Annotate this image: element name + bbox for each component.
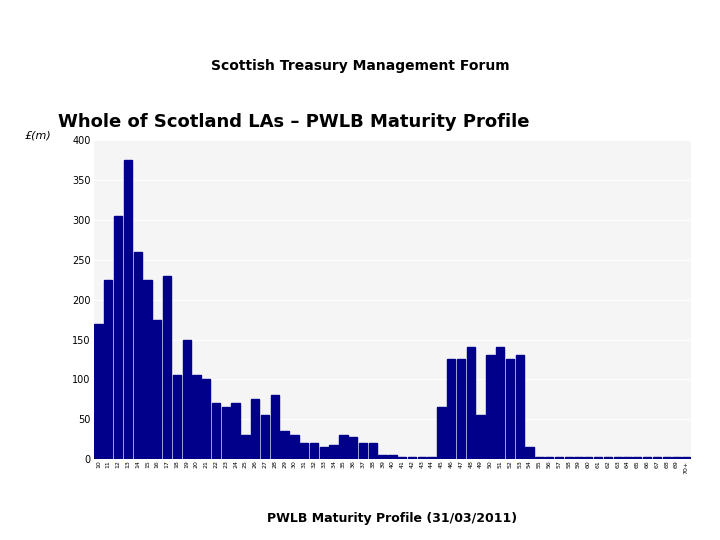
Bar [320,447,328,459]
Text: PWLB Maturity Profile (31/03/2011): PWLB Maturity Profile (31/03/2011) [267,512,518,525]
Bar [359,443,367,459]
Bar [310,443,318,459]
Bar [349,437,357,459]
Bar [339,435,348,459]
Bar [613,457,622,459]
Bar [163,276,171,459]
Bar [555,457,563,459]
Bar [222,407,230,459]
Text: Scottish Treasury Management Forum: Scottish Treasury Management Forum [211,59,509,73]
Bar [202,379,210,459]
Bar [182,340,191,459]
Bar [281,431,289,459]
Bar [477,415,485,459]
Bar [467,348,475,459]
Bar [604,457,612,459]
Bar [662,457,671,459]
Bar [535,457,544,459]
Bar [398,457,406,459]
Bar [124,160,132,459]
Bar [447,360,455,459]
Bar [505,360,514,459]
Bar [261,415,269,459]
Text: £(m): £(m) [25,130,52,140]
Bar [653,457,661,459]
Bar [516,355,524,459]
Bar [104,280,112,459]
Bar [564,457,573,459]
Bar [192,375,201,459]
Bar [271,395,279,459]
Bar [584,457,593,459]
Text: Whole of Scotland LAs – PWLB Maturity Profile: Whole of Scotland LAs – PWLB Maturity Pr… [58,113,529,131]
Bar [456,360,465,459]
Bar [330,444,338,459]
Bar [643,457,652,459]
Bar [232,403,240,459]
Bar [633,457,642,459]
Bar [388,455,397,459]
Bar [594,457,603,459]
Bar [575,457,582,459]
Bar [545,457,553,459]
Bar [486,355,495,459]
Bar [153,320,161,459]
Bar [173,375,181,459]
Bar [251,399,259,459]
Bar [408,457,416,459]
Bar [672,457,680,459]
Bar [418,457,426,459]
Bar [428,457,436,459]
Bar [496,348,504,459]
Bar [437,407,446,459]
Bar [94,323,103,459]
Bar [133,252,142,459]
Bar [143,280,152,459]
Bar [526,447,534,459]
Bar [369,443,377,459]
Bar [379,455,387,459]
Bar [624,457,631,459]
Bar [682,457,690,459]
Bar [212,403,220,459]
Bar [300,443,308,459]
Bar [290,435,299,459]
Bar [241,435,250,459]
Bar [114,216,122,459]
